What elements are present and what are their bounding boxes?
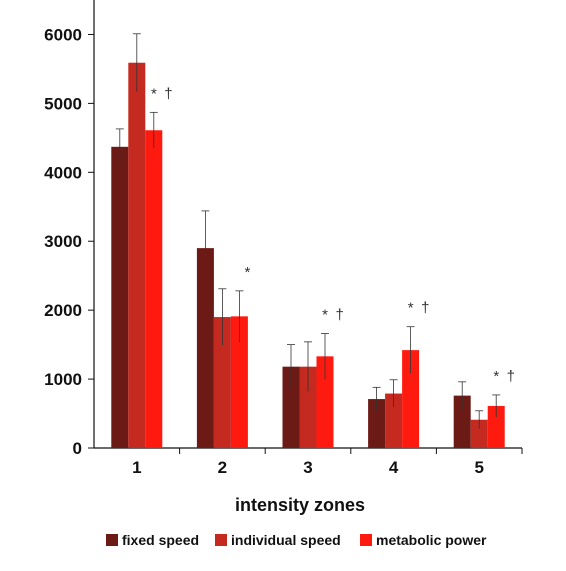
significance-annotation: * † — [408, 300, 430, 317]
bar — [128, 62, 146, 448]
bar — [402, 350, 420, 448]
significance-annotation: * — [244, 264, 250, 281]
y-tick-label: 0 — [73, 439, 82, 458]
chart-axes: 0 1000 2000 3000 4000 5000 6000 1 2 3 4 5 — [44, 0, 523, 477]
x-tick-label: 5 — [474, 458, 483, 477]
y-tick-label: 4000 — [44, 163, 82, 182]
x-tick-label: 3 — [303, 458, 312, 477]
bar — [487, 405, 505, 448]
bar — [230, 316, 248, 448]
bar — [368, 399, 386, 448]
legend-swatch — [106, 534, 118, 546]
x-axis-label: intensity zones — [235, 495, 365, 515]
y-tick-label: 2000 — [44, 301, 82, 320]
legend-label: fixed speed — [122, 532, 199, 548]
bar — [470, 419, 488, 448]
x-tick-label: 1 — [132, 458, 141, 477]
bar — [316, 356, 334, 448]
legend-label: metabolic power — [376, 532, 487, 548]
y-tick-label: 5000 — [44, 94, 82, 113]
x-tick-label: 4 — [389, 458, 399, 477]
bar — [282, 366, 300, 448]
bar — [213, 317, 231, 448]
chart-legend: fixed speed individual speed metabolic pow… — [106, 532, 487, 548]
y-tick-label: 1000 — [44, 370, 82, 389]
legend-swatch — [360, 534, 372, 546]
bar — [385, 393, 403, 448]
legend-swatch — [215, 534, 227, 546]
legend-label: individual speed — [231, 532, 341, 548]
bar — [299, 366, 317, 448]
bar — [196, 248, 214, 448]
x-tick-label: 2 — [218, 458, 227, 477]
significance-annotation: * † — [322, 307, 344, 324]
significance-annotation: * † — [493, 368, 515, 385]
y-tick-label: 6000 — [44, 25, 82, 44]
significance-annotation: * † — [151, 85, 173, 102]
bar — [453, 395, 471, 448]
bar — [111, 146, 129, 448]
y-tick-label: 3000 — [44, 232, 82, 251]
chart-annotations: * † * * † * † * † — [151, 85, 515, 385]
bar — [145, 130, 163, 448]
chart-bars — [111, 33, 505, 448]
